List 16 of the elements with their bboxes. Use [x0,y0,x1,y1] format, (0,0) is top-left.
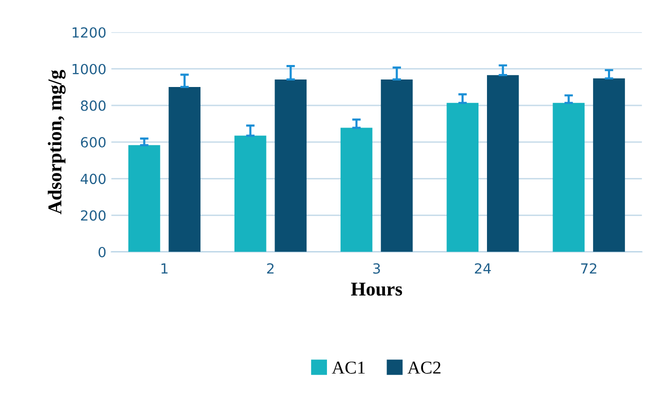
y-tick-label: 600 [80,137,106,148]
y-tick-label: 1000 [72,64,106,74]
x-tick-label: 2 [267,263,274,274]
x-tick-label: 1 [162,263,168,274]
legend-label: AC2 [407,362,440,374]
y-tick-label: 200 [80,210,106,221]
y-tick-label: 400 [80,174,106,184]
x-tick-label: 24 [474,263,491,274]
legend-label: AC1 [332,362,365,374]
x-tick-label: 3 [373,263,380,274]
y-tick-label: 800 [80,100,106,111]
x-tick-label: 72 [581,263,596,274]
y-tick-label: 1200 [72,27,106,38]
y-tick-label: 0 [98,246,106,258]
y-axis-title: Adsorption, mg/g [48,70,66,214]
x-axis-title: Hours [351,282,402,296]
